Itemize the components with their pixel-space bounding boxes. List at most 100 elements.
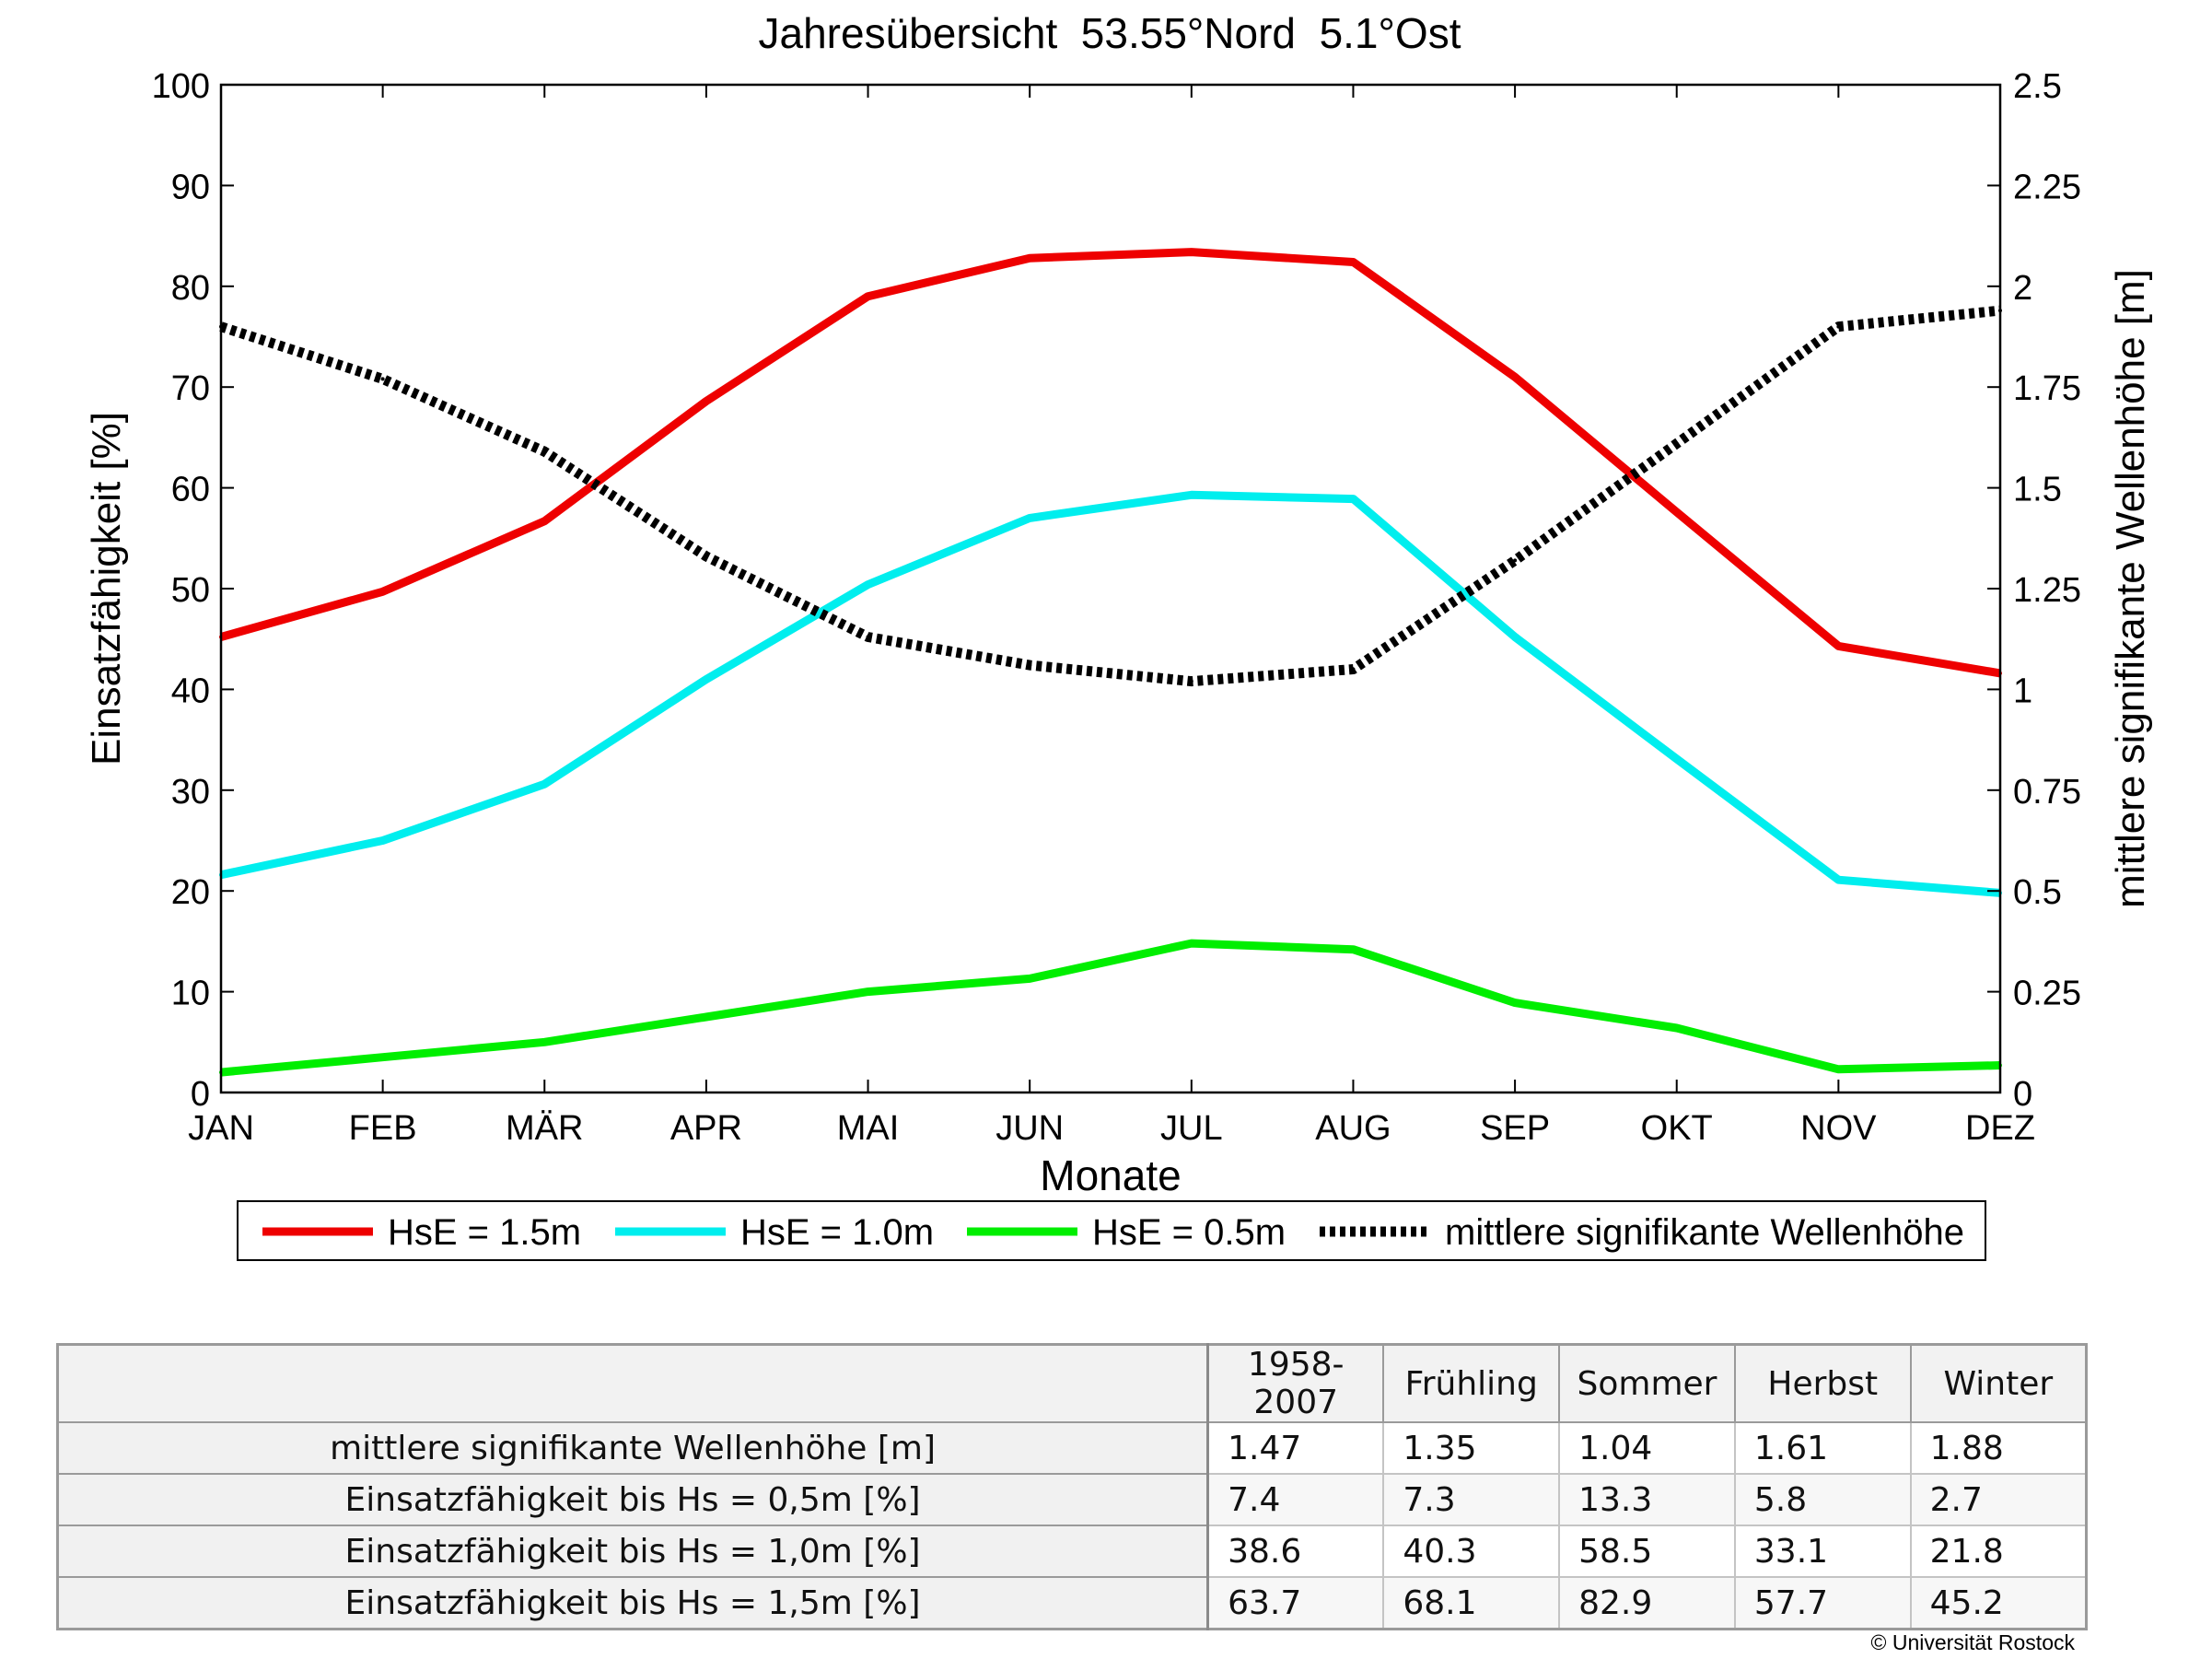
series-3-point-JUN — [1028, 976, 1032, 981]
series-3-point-FEB — [380, 1055, 385, 1059]
y-right-tick-label: 1.25 — [2013, 571, 2081, 610]
y-left-tick-label: 20 — [171, 873, 210, 912]
series-3-point-APR — [704, 1015, 708, 1019]
table-cell: 58.5 — [1558, 1525, 1736, 1578]
row-label: mittlere signifikante Wellenhöhe [m] — [56, 1421, 1210, 1475]
series-3-point-MÄR — [542, 1040, 547, 1045]
series-1-point-OKT — [1674, 509, 1679, 514]
table-cell: 1.35 — [1382, 1421, 1561, 1475]
series-4-point-MAI — [866, 635, 870, 639]
plot-area-frame — [219, 83, 2002, 1094]
series-1-point-JUN — [1028, 256, 1032, 261]
table-cell: 1.04 — [1558, 1421, 1736, 1475]
series-line-3 — [220, 939, 2001, 1077]
series-4-point-SEP — [1513, 558, 1518, 563]
series-1-point-MÄR — [542, 519, 547, 523]
legend-label-4: mittlere signifikante Wellenhöhe — [1445, 1212, 1964, 1253]
column-header-autumn: Herbst — [1733, 1343, 1912, 1423]
series-1-point-APR — [704, 399, 708, 403]
table-cell: 7.3 — [1382, 1473, 1561, 1526]
x-tick-label-FEB: FEB — [349, 1109, 417, 1148]
series-4-point-AUG — [1351, 667, 1356, 672]
series-2-point-OKT — [1674, 756, 1679, 761]
summary-table: 1958-2007 Frühling Sommer Herbst Winter … — [56, 1343, 2088, 1630]
series-2-point-MÄR — [542, 782, 547, 787]
table-cell: 13.3 — [1558, 1473, 1736, 1526]
series-4-point-OKT — [1674, 441, 1679, 446]
table-cell: 38.6 — [1206, 1525, 1385, 1578]
series-line-1 — [219, 248, 2001, 678]
series-1-point-JUL — [1189, 250, 1193, 254]
x-tick-label-AUG: AUG — [1315, 1109, 1391, 1148]
chart-title: Jahresübersicht 53.55°Nord 5.1°Ost — [759, 9, 1461, 57]
y-left-tick-label: 70 — [171, 369, 210, 408]
y-right-tick-label: 1.5 — [2013, 471, 2062, 509]
series-2-point-JUN — [1028, 516, 1032, 520]
y-left-tick-label: 40 — [171, 672, 210, 710]
series-3-point-SEP — [1513, 1000, 1518, 1005]
legend-label-2: HsE = 1.0m — [740, 1212, 934, 1253]
table-cell: 33.1 — [1733, 1525, 1912, 1578]
y-axis-label-left: Einsatzfähigkeit [%] — [84, 412, 129, 765]
series-1-point-MAI — [866, 294, 870, 298]
y-left-tick-label: 80 — [171, 269, 210, 308]
table-cell: 1.61 — [1733, 1421, 1912, 1475]
table-cell: 1.88 — [1909, 1421, 2088, 1475]
table-cell: 57.7 — [1733, 1576, 1912, 1630]
series-3-point-NOV — [1836, 1067, 1841, 1071]
y-right-tick-label: 0.5 — [2013, 873, 2062, 912]
x-tick-label-JAN: JAN — [188, 1109, 254, 1148]
column-header-summer: Sommer — [1558, 1343, 1736, 1423]
x-tick-label-JUN: JUN — [995, 1109, 1064, 1148]
table-row: Einsatzfähigkeit bis Hs = 1,5m [%] 63.7 … — [56, 1576, 2088, 1630]
table-row: mittlere signifikante Wellenhöhe [m] 1.4… — [56, 1421, 2088, 1475]
plot-series — [219, 248, 2002, 1077]
table-corner-cell — [56, 1343, 1210, 1423]
x-tick-label-DEZ: DEZ — [1965, 1109, 2035, 1148]
x-tick-label-APR: APR — [670, 1109, 742, 1148]
y-left-tick-label: 10 — [171, 975, 210, 1013]
series-4-point-APR — [704, 555, 708, 558]
y-right-tick-label: 0.75 — [2013, 773, 2081, 812]
series-2-point-AUG — [1351, 497, 1356, 501]
y-left-tick-label: 50 — [171, 571, 210, 610]
series-2-point-APR — [704, 677, 708, 682]
series-4-point-FEB — [380, 377, 385, 381]
series-2-point-JUL — [1189, 493, 1193, 497]
legend: HsE = 1.5m HsE = 1.0m HsE = 0.5m mittlere s… — [237, 1200, 1986, 1261]
y-right-tick-label: 1 — [2013, 672, 2032, 710]
y-left-tick-label: 90 — [171, 168, 210, 206]
y-left-tick-label: 30 — [171, 773, 210, 812]
table-cell: 7.4 — [1206, 1473, 1385, 1526]
series-1-point-SEP — [1513, 375, 1518, 380]
series-2-point-MAI — [866, 582, 870, 587]
y-right-tick-label: 2 — [2013, 269, 2032, 308]
table-cell: 21.8 — [1909, 1525, 2088, 1578]
table-row: Einsatzfähigkeit bis Hs = 1,0m [%] 38.6 … — [56, 1525, 2088, 1578]
table-cell: 68.1 — [1382, 1576, 1561, 1630]
series-1-point-NOV — [1836, 644, 1841, 648]
row-label: Einsatzfähigkeit bis Hs = 1,0m [%] — [56, 1525, 1210, 1578]
table-cell: 1.47 — [1206, 1421, 1385, 1475]
y-right-tick-label: 1.75 — [2013, 369, 2081, 408]
y-axis-label-right: mittlere signifikante Wellenhöhe [m] — [2108, 269, 2153, 908]
legend-label-3: HsE = 0.5m — [1092, 1212, 1286, 1253]
legend-label-1: HsE = 1.5m — [388, 1212, 581, 1253]
series-3-point-MAI — [866, 989, 870, 994]
copyright-notice: © Universität Rostock — [1870, 1630, 2075, 1654]
series-1-point-FEB — [380, 590, 385, 594]
series-4-point-JUL — [1189, 679, 1193, 683]
y-right-tick-label: 0.25 — [2013, 975, 2081, 1013]
axis-ticks: 0 10 20 30 40 50 60 70 80 90 100 0 0.25 0.5 0.75 1 1.25 1… — [152, 67, 2081, 1148]
column-header-winter: Winter — [1909, 1343, 2088, 1423]
x-axis-label: Monate — [1040, 1151, 1181, 1199]
series-line-2 — [220, 490, 2001, 897]
x-tick-label-JUL: JUL — [1160, 1109, 1223, 1148]
table-row: Einsatzfähigkeit bis Hs = 0,5m [%] 7.4 7… — [56, 1473, 2088, 1526]
x-tick-label-MÄR: MÄR — [506, 1109, 583, 1148]
series-2-point-FEB — [380, 838, 385, 843]
legend-box — [237, 1200, 1986, 1261]
table-cell: 5.8 — [1733, 1473, 1912, 1526]
y-left-tick-label: 100 — [152, 67, 210, 106]
